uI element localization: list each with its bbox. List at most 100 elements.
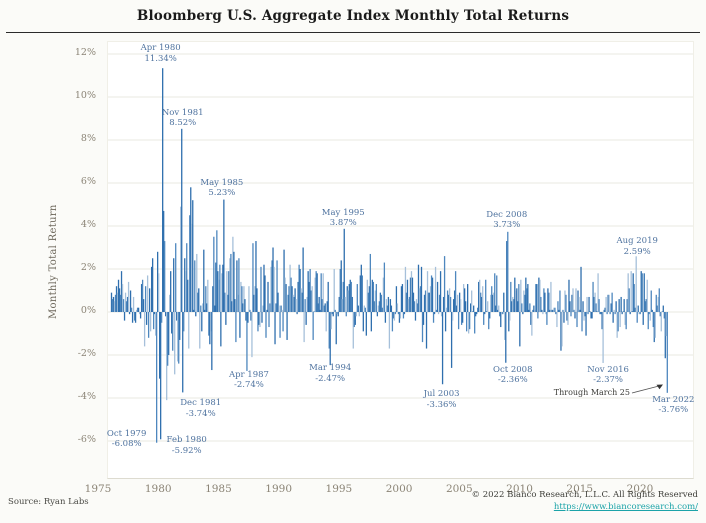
bar xyxy=(237,294,239,312)
bar xyxy=(150,266,153,312)
x-tick-label: 1980 xyxy=(144,483,172,495)
annotation-date: May 1985 xyxy=(200,177,244,188)
bar xyxy=(517,301,519,312)
bar xyxy=(254,286,256,312)
bar xyxy=(296,312,298,315)
bar xyxy=(256,288,258,312)
bar xyxy=(451,312,454,321)
bar xyxy=(630,271,632,312)
through-date-note: Through March 25 xyxy=(553,388,630,397)
bar xyxy=(171,312,173,334)
bar xyxy=(510,281,512,312)
bar xyxy=(549,309,551,312)
x-tick-label: 2000 xyxy=(385,483,413,495)
bar xyxy=(511,301,513,312)
bar xyxy=(539,279,541,312)
plot-area xyxy=(107,41,694,479)
bar xyxy=(182,312,184,393)
bar xyxy=(317,303,319,312)
bar xyxy=(595,303,597,312)
bar xyxy=(568,279,570,312)
bar xyxy=(213,236,215,312)
bar xyxy=(509,312,511,321)
bar xyxy=(499,312,501,317)
bar xyxy=(462,284,465,312)
annotation-date: Jul 2003 xyxy=(423,389,460,400)
bar xyxy=(491,286,493,312)
bar xyxy=(657,296,659,312)
bar xyxy=(231,301,233,312)
bar xyxy=(523,290,525,312)
y-tick-label: 2% xyxy=(80,262,96,273)
bar xyxy=(329,312,331,366)
bar xyxy=(538,277,540,312)
bar xyxy=(450,312,453,368)
annotation-value: -3.76% xyxy=(658,405,689,416)
research-link[interactable]: https://www.biancoresearch.com/ xyxy=(553,502,698,512)
bar xyxy=(629,312,631,315)
bar xyxy=(649,312,651,321)
bar xyxy=(192,200,194,312)
bar xyxy=(638,312,640,315)
bar xyxy=(474,312,476,334)
bar xyxy=(424,290,427,312)
bar xyxy=(554,307,556,312)
y-tick-label: 12% xyxy=(74,47,96,58)
bar xyxy=(251,312,253,358)
bar xyxy=(209,312,211,345)
bar xyxy=(444,312,447,332)
annotation-date: May 1995 xyxy=(321,207,365,218)
data-point-annotation: Dec 2008 3.73% xyxy=(486,210,527,231)
annotation-date: Aug 2019 xyxy=(616,236,658,247)
bar xyxy=(161,312,163,323)
bar xyxy=(221,273,223,312)
bar xyxy=(320,273,322,312)
bar xyxy=(504,312,506,340)
bar xyxy=(460,312,463,325)
bar xyxy=(168,312,170,355)
bar xyxy=(599,312,601,315)
bar xyxy=(238,258,240,312)
bar xyxy=(401,284,404,312)
bar xyxy=(480,292,482,312)
bar xyxy=(572,288,574,312)
bar xyxy=(606,312,608,315)
bar xyxy=(357,305,359,312)
bar xyxy=(497,309,499,312)
bar xyxy=(566,312,568,321)
bar xyxy=(589,311,591,312)
bar xyxy=(519,312,521,347)
bar xyxy=(185,271,187,312)
bar xyxy=(495,305,497,312)
bar xyxy=(248,286,250,312)
bar xyxy=(267,281,269,312)
bar xyxy=(530,312,532,325)
bar xyxy=(323,305,325,312)
bar xyxy=(196,253,198,312)
bar xyxy=(126,296,129,312)
bar xyxy=(345,312,347,317)
bar xyxy=(651,309,653,312)
bar xyxy=(477,307,479,312)
bar xyxy=(459,299,462,312)
bar xyxy=(140,284,143,312)
bar xyxy=(166,312,168,401)
bar xyxy=(617,312,619,332)
note-arrow-icon xyxy=(631,384,663,394)
bar xyxy=(396,303,399,312)
bar xyxy=(163,210,165,312)
bar xyxy=(445,307,448,312)
bar xyxy=(178,312,180,364)
bar xyxy=(324,303,326,312)
bar xyxy=(273,266,275,312)
bar xyxy=(207,279,209,312)
bar xyxy=(342,281,344,312)
bar xyxy=(272,247,274,312)
bar xyxy=(151,258,154,312)
bar xyxy=(404,266,407,312)
bar xyxy=(291,286,293,312)
bar xyxy=(133,312,136,321)
bar xyxy=(576,312,578,328)
y-tick-label: 6% xyxy=(80,176,96,187)
bar xyxy=(392,312,395,319)
